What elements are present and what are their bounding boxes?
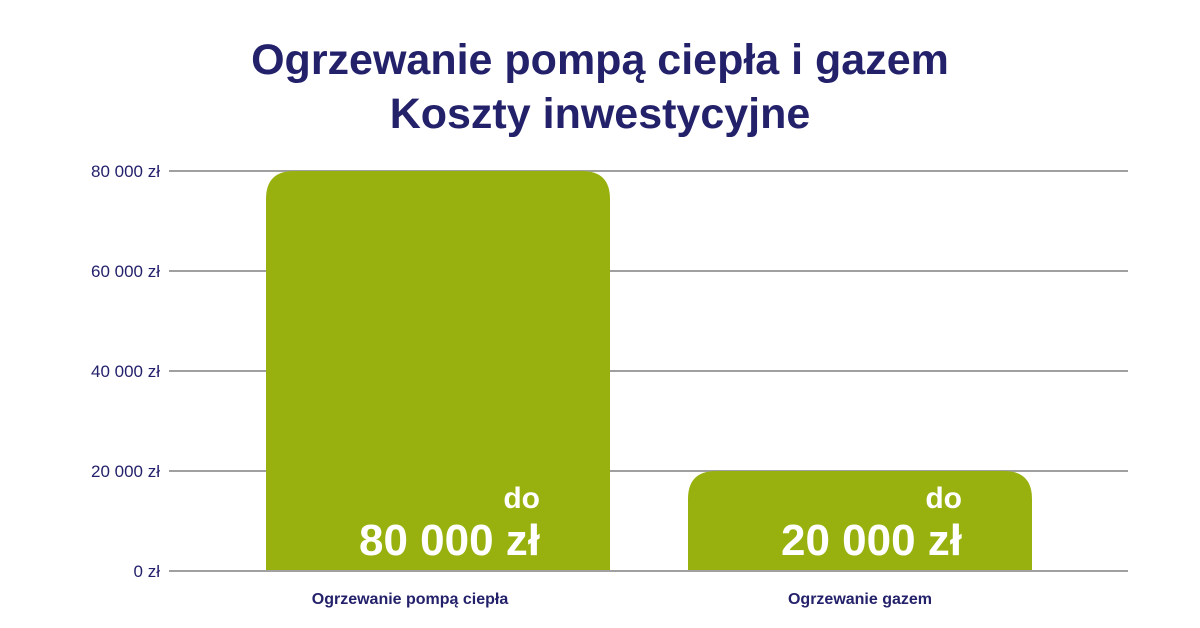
y-tick-label: 80 000 zł xyxy=(91,162,160,181)
chart-title-line2: Koszty inwestycyjne xyxy=(389,90,811,138)
bar xyxy=(688,471,1032,571)
bar xyxy=(266,171,610,571)
y-tick-label: 20 000 zł xyxy=(91,462,160,481)
x-category-label: Ogrzewanie pompą ciepła xyxy=(312,591,509,608)
data-label-prefix: do xyxy=(503,482,540,515)
y-tick-label: 40 000 zł xyxy=(91,362,160,381)
data-label-value: 20 000 zł xyxy=(781,516,962,565)
data-label-value: 80 000 zł xyxy=(359,516,540,565)
chart-title-line1: Ogrzewanie pompą ciepła i gazem xyxy=(251,36,949,84)
data-label-prefix: do xyxy=(925,482,962,515)
y-tick-label: 0 zł xyxy=(134,562,161,581)
x-category-label: Ogrzewanie gazem xyxy=(788,591,932,608)
y-tick-label: 60 000 zł xyxy=(91,262,160,281)
